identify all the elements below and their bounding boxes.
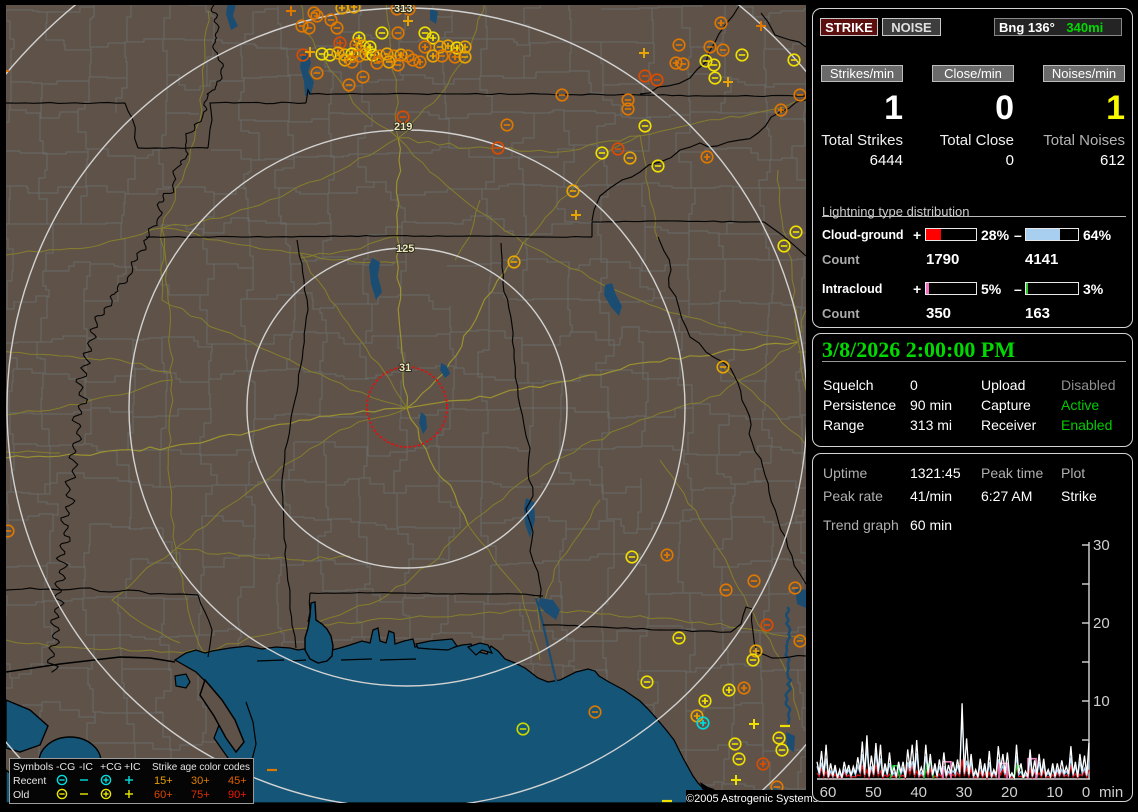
svg-text:0: 0 bbox=[1082, 784, 1090, 801]
svg-text:40: 40 bbox=[910, 784, 927, 801]
svg-text:125: 125 bbox=[396, 243, 414, 255]
svg-text:20: 20 bbox=[1001, 784, 1018, 801]
svg-text:15+: 15+ bbox=[154, 775, 173, 787]
svg-text:313: 313 bbox=[394, 5, 412, 15]
svg-text:-IC: -IC bbox=[79, 761, 93, 773]
svg-text:30+: 30+ bbox=[191, 775, 210, 787]
svg-text:31: 31 bbox=[399, 362, 411, 374]
svg-text:min: min bbox=[1099, 784, 1123, 801]
svg-text:75+: 75+ bbox=[191, 789, 210, 801]
svg-text:Old: Old bbox=[13, 789, 30, 801]
svg-text:+IC: +IC bbox=[124, 761, 141, 773]
svg-text:10: 10 bbox=[1093, 693, 1110, 710]
svg-text:60+: 60+ bbox=[154, 789, 173, 801]
svg-text:10: 10 bbox=[1046, 784, 1063, 801]
svg-text:50: 50 bbox=[865, 784, 882, 801]
svg-text:30: 30 bbox=[956, 784, 973, 801]
svg-text:90+: 90+ bbox=[228, 789, 247, 801]
svg-text:45+: 45+ bbox=[228, 775, 247, 787]
svg-text:Recent: Recent bbox=[13, 775, 46, 787]
svg-text:-CG: -CG bbox=[56, 761, 75, 773]
svg-text:30: 30 bbox=[1093, 537, 1110, 554]
svg-text:+CG: +CG bbox=[100, 761, 122, 773]
svg-text:Symbols: Symbols bbox=[13, 761, 53, 773]
svg-text:219: 219 bbox=[394, 121, 412, 133]
svg-text:20: 20 bbox=[1093, 615, 1110, 632]
svg-text:Strike age color codes: Strike age color codes bbox=[152, 761, 250, 773]
svg-text:60: 60 bbox=[820, 784, 837, 801]
